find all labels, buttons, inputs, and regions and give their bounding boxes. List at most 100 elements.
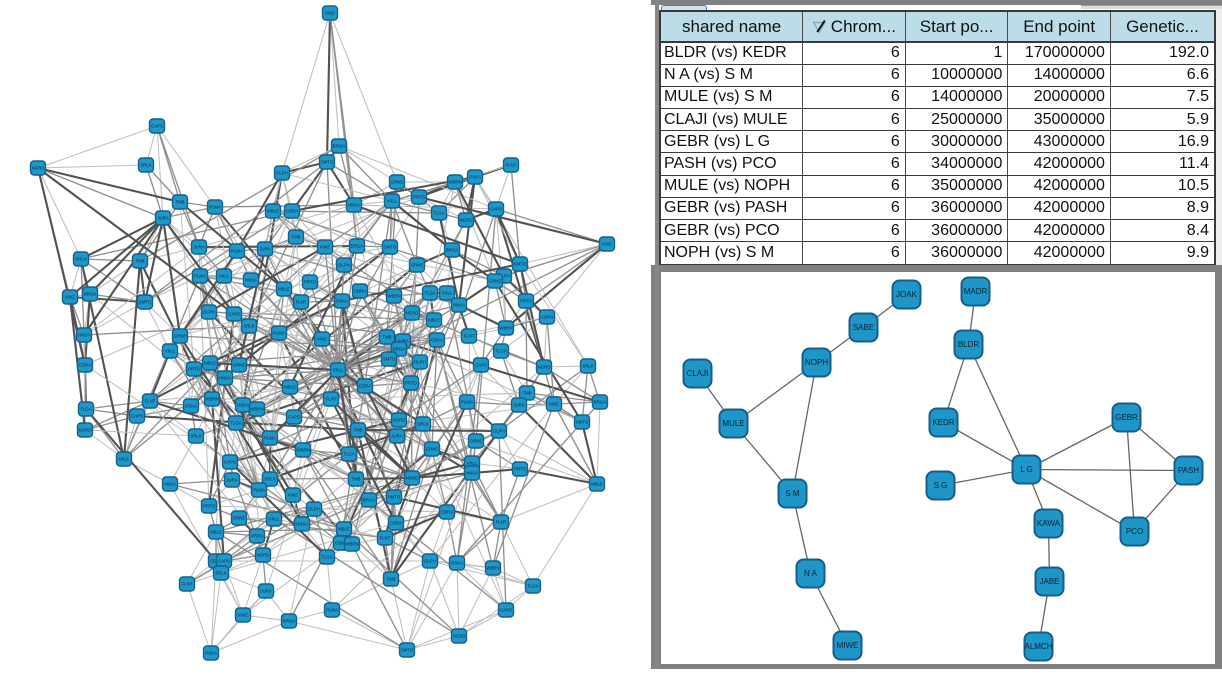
svg-text:KAWA: KAWA	[1037, 519, 1061, 528]
svg-text:N A: N A	[804, 569, 818, 578]
svg-text:BRGA: BRGA	[84, 292, 96, 297]
svg-text:HNSA: HNSA	[219, 376, 231, 381]
svg-text:GRNE: GRNE	[489, 279, 502, 284]
svg-text:HNSA: HNSA	[164, 482, 176, 487]
svg-text:JABE: JABE	[1039, 577, 1059, 586]
svg-text:CAPS: CAPS	[500, 608, 512, 613]
svg-text:HNSA: HNSA	[348, 203, 360, 208]
svg-text:TMB: TMB	[135, 259, 144, 264]
svg-text:SMTO: SMTO	[384, 245, 397, 250]
svg-text:GRNE: GRNE	[391, 180, 404, 185]
svg-text:TMB: TMB	[382, 335, 391, 340]
svg-text:NOPH: NOPH	[804, 358, 827, 367]
svg-text:BRGA: BRGA	[351, 244, 363, 249]
svg-text:DLPH: DLPH	[414, 360, 425, 365]
svg-text:KWZ: KWZ	[317, 337, 327, 342]
svg-text:PCO: PCO	[1125, 527, 1142, 536]
svg-text:JURA: JURA	[226, 478, 237, 483]
svg-text:SMTO: SMTO	[321, 160, 334, 165]
svg-text:DLPH: DLPH	[493, 429, 504, 434]
svg-text:WBRN: WBRN	[205, 397, 218, 402]
svg-text:CAPS: CAPS	[228, 312, 240, 317]
svg-text:TLGA: TLGA	[433, 211, 444, 216]
svg-text:PLMA: PLMA	[326, 608, 338, 613]
svg-text:WBRN: WBRN	[387, 294, 400, 299]
svg-text:OSKA: OSKA	[335, 541, 347, 546]
svg-text:SRLK: SRLK	[582, 364, 593, 369]
svg-text:KWZ: KWZ	[549, 402, 559, 407]
svg-text:KWZ: KWZ	[320, 245, 330, 250]
svg-text:VXLL: VXLL	[219, 274, 230, 279]
svg-text:FLNT: FLNT	[182, 582, 193, 587]
svg-text:GEBR: GEBR	[1115, 413, 1138, 422]
svg-text:MADR: MADR	[963, 287, 987, 296]
svg-text:MBLE: MBLE	[204, 361, 216, 366]
svg-text:VXLL: VXLL	[269, 517, 280, 522]
svg-text:MIWE: MIWE	[836, 641, 858, 650]
svg-text:JURA: JURA	[397, 339, 408, 344]
svg-text:FLNT: FLNT	[464, 334, 475, 339]
svg-text:CDRA: CDRA	[359, 384, 371, 389]
svg-text:FLNT: FLNT	[145, 399, 156, 404]
svg-text:OSKA: OSKA	[451, 561, 463, 566]
svg-text:TLGA: TLGA	[321, 555, 332, 560]
svg-text:NGRD: NGRD	[460, 218, 473, 223]
svg-text:KWZ: KWZ	[288, 493, 298, 498]
svg-text:OSKA: OSKA	[336, 299, 348, 304]
svg-text:BRGA: BRGA	[333, 144, 345, 149]
svg-text:JURA: JURA	[157, 216, 168, 221]
svg-text:PLMA: PLMA	[461, 400, 473, 405]
svg-text:PRTO: PRTO	[304, 280, 316, 285]
svg-text:NGRD: NGRD	[79, 428, 92, 433]
svg-text:NGRD: NGRD	[538, 365, 551, 370]
svg-text:CLAJI: CLAJI	[686, 369, 708, 378]
svg-text:WBRN: WBRN	[486, 566, 499, 571]
svg-text:SMTO: SMTO	[139, 300, 152, 305]
svg-text:S G: S G	[933, 481, 947, 490]
svg-text:WBRN: WBRN	[296, 448, 309, 453]
svg-text:GRNE: GRNE	[411, 263, 424, 268]
svg-text:CDRA: CDRA	[354, 289, 366, 294]
svg-text:TLGA: TLGA	[495, 349, 506, 354]
svg-text:DLPH: DLPH	[276, 171, 287, 176]
svg-text:S M: S M	[785, 489, 800, 498]
svg-text:L G: L G	[1020, 465, 1033, 474]
svg-text:HNSA: HNSA	[466, 471, 478, 476]
svg-text:SABE: SABE	[852, 323, 873, 332]
svg-text:PASH: PASH	[1177, 466, 1198, 475]
svg-text:CAPS: CAPS	[131, 414, 143, 419]
svg-text:TLGA: TLGA	[343, 452, 354, 457]
svg-text:CAPS: CAPS	[475, 363, 487, 368]
svg-text:MBLE: MBLE	[278, 287, 290, 292]
svg-text:PRTO: PRTO	[251, 534, 263, 539]
svg-text:PLMA: PLMA	[194, 274, 206, 279]
svg-text:DLPH: DLPH	[424, 559, 435, 564]
svg-text:VXLL: VXLL	[442, 291, 453, 296]
svg-text:PRTO: PRTO	[520, 299, 532, 304]
svg-text:KWZ: KWZ	[325, 11, 335, 16]
svg-text:PLMA: PLMA	[264, 436, 276, 441]
svg-text:SRLK: SRLK	[140, 163, 151, 168]
svg-text:JURA: JURA	[260, 589, 271, 594]
svg-text:PLMA: PLMA	[273, 331, 285, 336]
svg-text:TMB: TMB	[175, 200, 184, 205]
svg-text:BRGA: BRGA	[446, 248, 458, 253]
svg-text:FLNT: FLNT	[296, 300, 307, 305]
svg-text:OSKA: OSKA	[185, 404, 197, 409]
svg-text:OSKA: OSKA	[205, 651, 217, 656]
svg-text:HNSA: HNSA	[78, 333, 90, 338]
svg-text:PRTO: PRTO	[405, 381, 417, 386]
svg-text:SRLK: SRLK	[75, 257, 86, 262]
svg-text:HNSA: HNSA	[453, 303, 465, 308]
svg-text:VXLL: VXLL	[333, 368, 344, 373]
svg-text:WBRN: WBRN	[345, 542, 358, 547]
svg-text:ALMCH: ALMCH	[1024, 642, 1052, 651]
svg-text:GRNE: GRNE	[233, 516, 246, 521]
svg-text:NGRD: NGRD	[393, 418, 406, 423]
svg-text:VXLL: VXLL	[387, 199, 398, 204]
svg-text:TMB: TMB	[353, 428, 362, 433]
svg-text:MBLE: MBLE	[284, 385, 296, 390]
svg-text:TLGA: TLGA	[424, 291, 435, 296]
svg-text:PRTO: PRTO	[188, 367, 200, 372]
svg-text:MBLE: MBLE	[591, 482, 603, 487]
